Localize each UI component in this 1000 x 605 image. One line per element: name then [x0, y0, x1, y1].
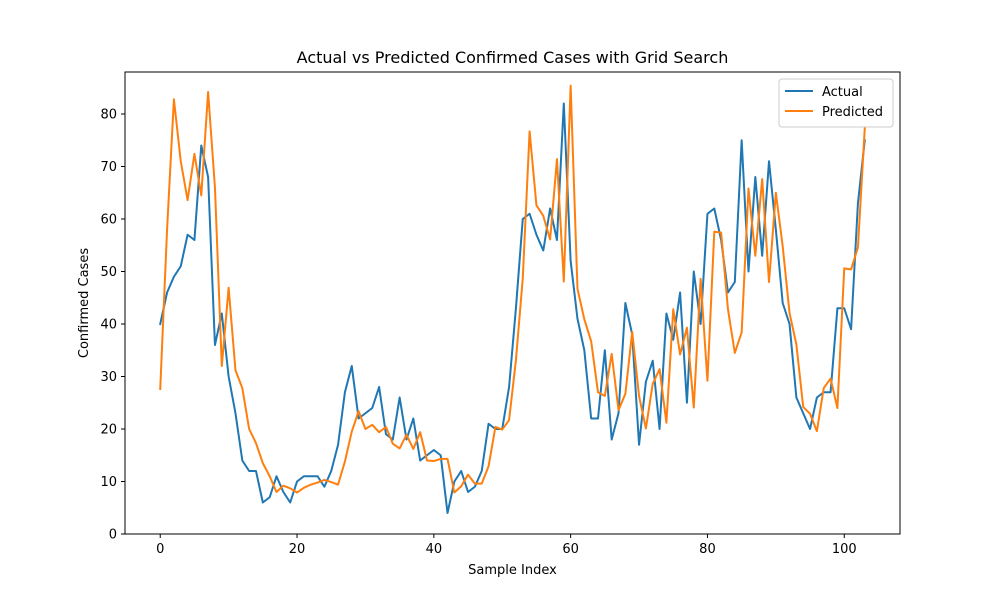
x-tick-label: 100	[832, 542, 857, 557]
series-line-predicted	[159, 84, 866, 494]
x-tick-label: 80	[699, 542, 716, 557]
plot-frame	[124, 71, 901, 535]
y-axis-label: Confirmed Cases	[77, 248, 92, 358]
y-tick-label: 40	[100, 318, 117, 333]
x-tick-label: 20	[289, 542, 306, 557]
x-tick-label: 60	[562, 542, 579, 557]
y-tick-label: 20	[100, 423, 117, 438]
series-line-actual	[159, 102, 866, 514]
legend-label-predicted: Predicted	[822, 105, 883, 120]
y-tick-label: 0	[109, 528, 117, 543]
y-tick-label: 60	[100, 213, 117, 228]
y-tick-label: 30	[100, 370, 117, 385]
y-tick-label: 80	[100, 108, 117, 123]
chart-title: Actual vs Predicted Confirmed Cases with…	[297, 48, 729, 67]
y-tick-label: 50	[100, 265, 117, 280]
x-axis-label: Sample Index	[468, 563, 557, 578]
x-tick-label: 0	[156, 542, 164, 557]
series-lines	[159, 84, 866, 514]
y-tick-label: 10	[100, 475, 117, 490]
y-tick-label: 70	[100, 160, 117, 175]
x-tick-label: 40	[426, 542, 443, 557]
legend-label-actual: Actual	[822, 85, 863, 100]
axis-ticks: 0 20 40 60 80 100 0 10 20 30 40 50 60 70 80	[100, 108, 856, 558]
legend: Actual Predicted	[778, 78, 894, 128]
